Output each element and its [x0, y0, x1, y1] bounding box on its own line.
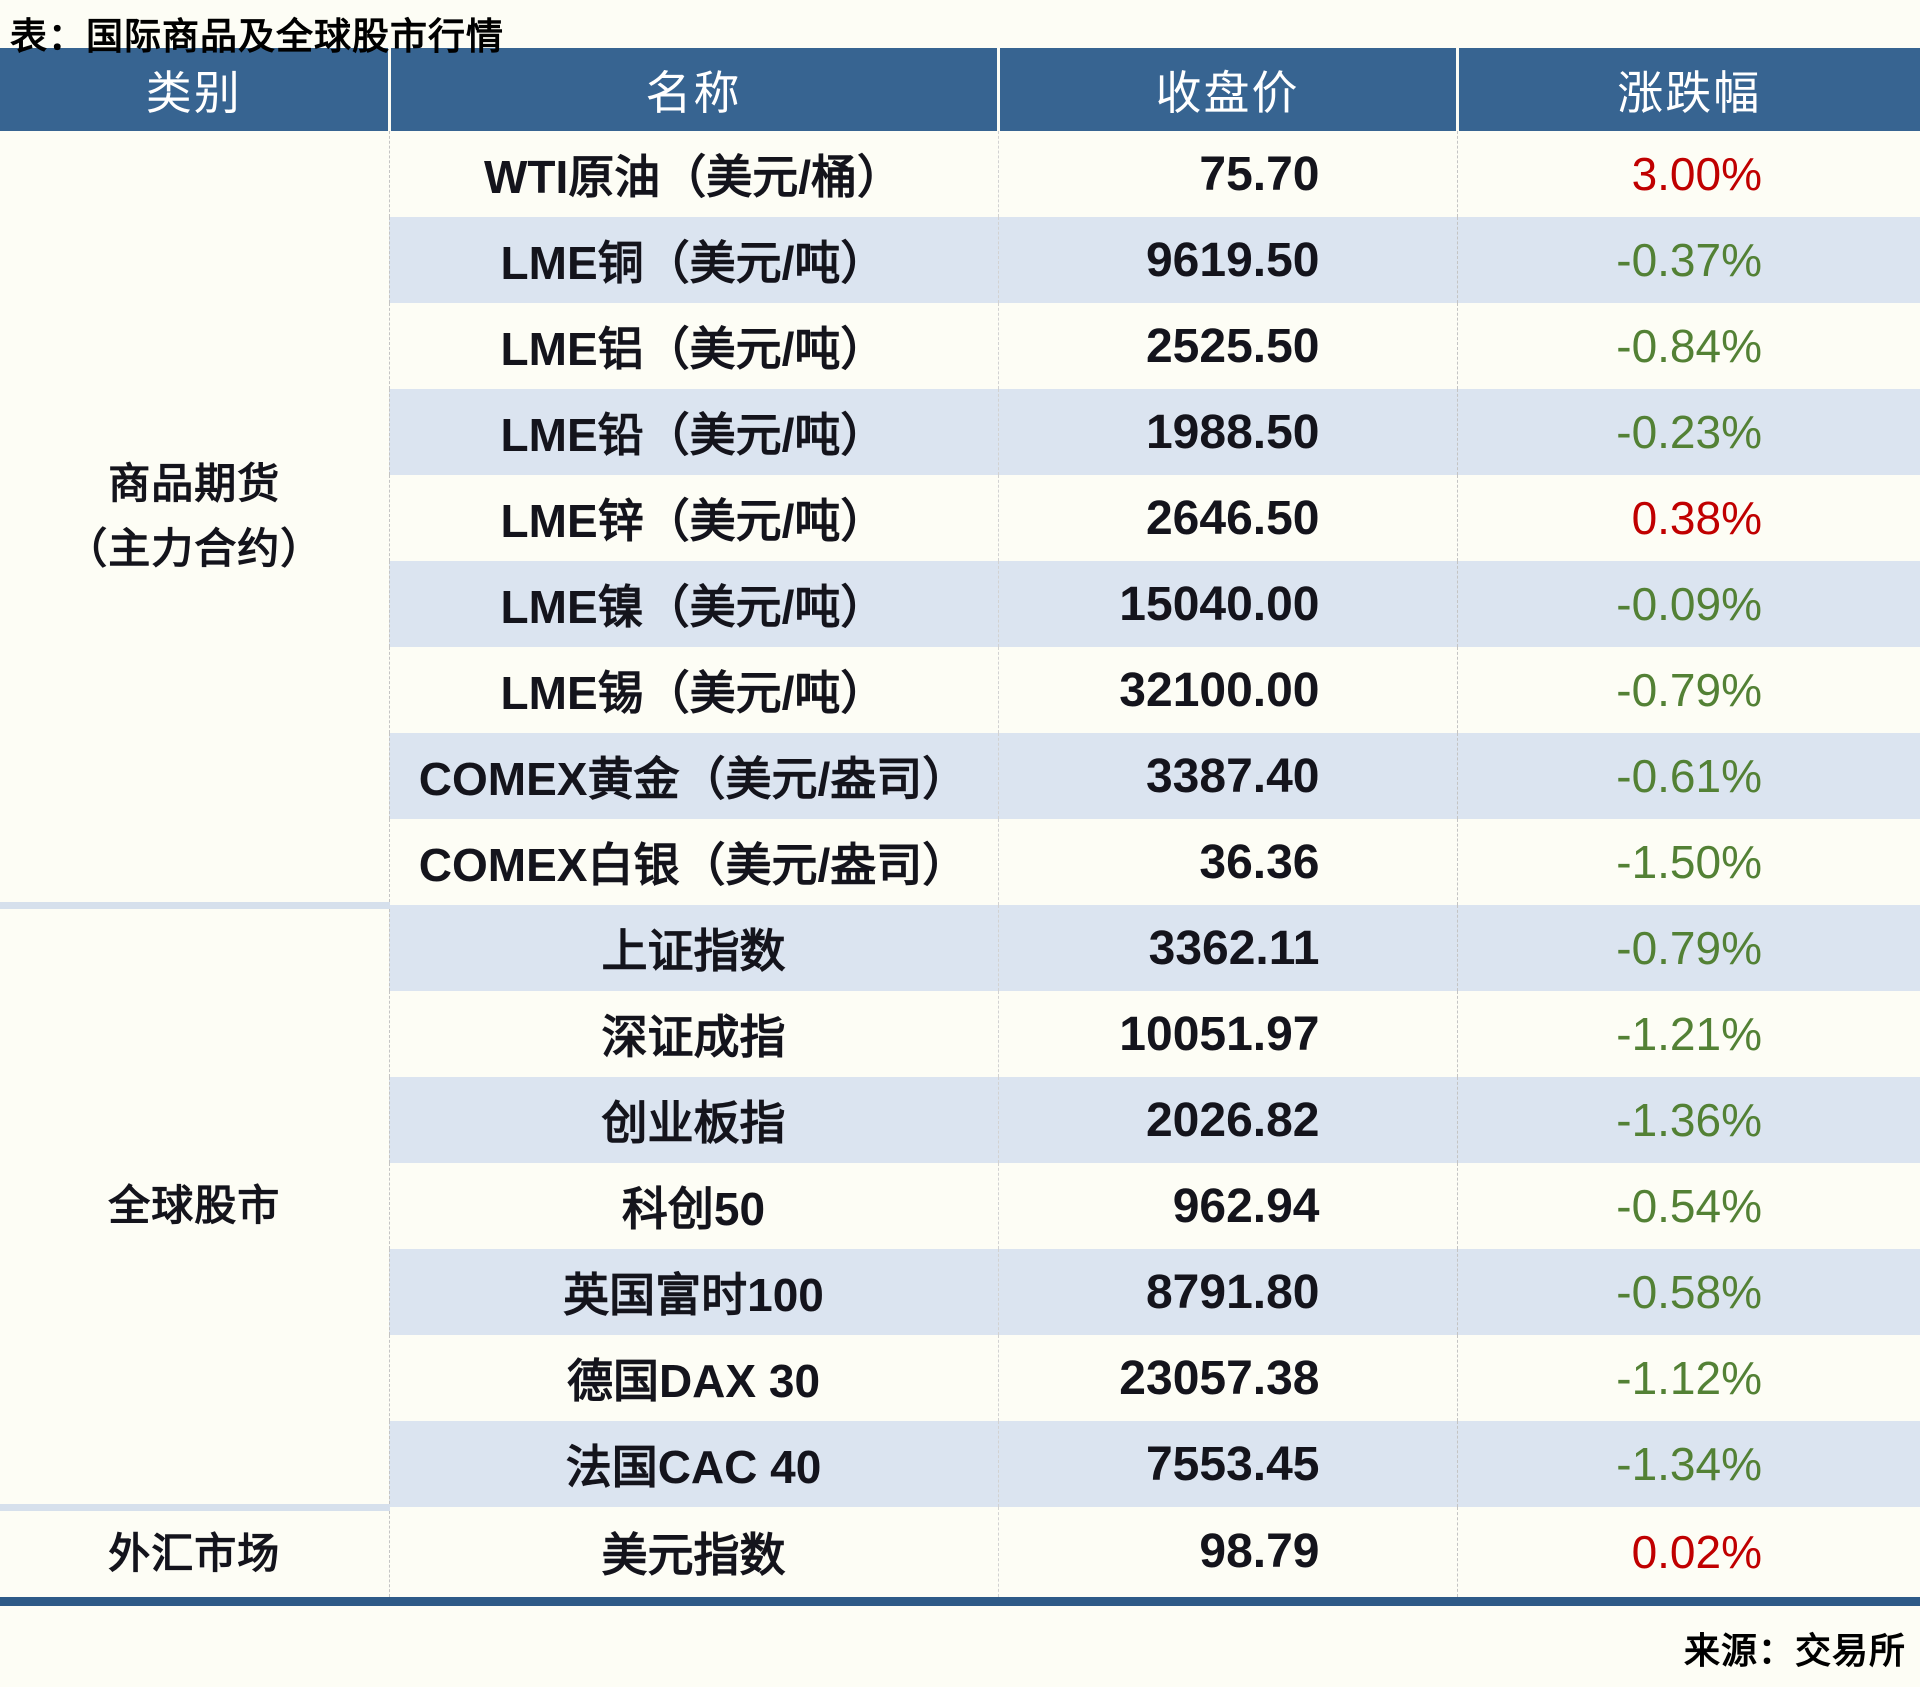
name-cell: 深证成指 — [388, 991, 998, 1077]
change-percent-cell: -0.79% — [1456, 647, 1920, 733]
change-percent-cell: -0.79% — [1456, 905, 1920, 991]
close-price-cell: 7553.45 — [997, 1421, 1457, 1507]
table-row: COMEX黄金（美元/盎司） 3387.40 -0.61% — [0, 733, 1920, 819]
table-bottom-rule — [0, 1596, 1920, 1606]
close-price-cell: 36.36 — [997, 819, 1457, 905]
table-row: COMEX白银（美元/盎司） 36.36 -1.50% — [0, 819, 1920, 905]
table-row: 深证成指 10051.97 -1.21% — [0, 991, 1920, 1077]
close-price-cell: 2026.82 — [997, 1077, 1457, 1163]
table-row: 全球股市 上证指数 3362.11 -0.79% — [0, 901, 1920, 1507]
name-cell: 法国CAC 40 — [388, 1421, 998, 1507]
close-price-cell: 962.94 — [997, 1163, 1457, 1249]
name-cell: LME铜（美元/吨） — [388, 217, 998, 303]
close-price-cell: 32100.00 — [997, 647, 1457, 733]
close-price-cell: 9619.50 — [997, 217, 1457, 303]
name-cell: LME锌（美元/吨） — [388, 475, 998, 561]
close-price-cell: 8791.80 — [997, 1249, 1457, 1335]
name-cell: 德国DAX 30 — [388, 1335, 998, 1421]
table-row: 科创50 962.94 -0.54% — [0, 1163, 1920, 1249]
change-percent-cell: -0.54% — [1456, 1163, 1920, 1249]
header-row: 类别 名称 收盘价 涨跌幅 — [0, 48, 1920, 131]
name-cell: 上证指数 — [388, 905, 998, 991]
change-percent-cell: -0.09% — [1456, 561, 1920, 647]
change-percent-cell: 0.38% — [1456, 475, 1920, 561]
change-percent-cell: -1.34% — [1456, 1421, 1920, 1507]
close-price-cell: 10051.97 — [997, 991, 1457, 1077]
source-label: 来源：交易所 — [1683, 1629, 1906, 1671]
category-cell: 全球股市 — [0, 901, 389, 1507]
category-cell: 商品期货 （主力合约） — [0, 131, 389, 905]
name-cell: COMEX白银（美元/盎司） — [388, 819, 998, 905]
name-cell: LME铝（美元/吨） — [388, 303, 998, 389]
name-cell: LME锡（美元/吨） — [388, 647, 998, 733]
table-row: 德国DAX 30 23057.38 -1.12% — [0, 1335, 1920, 1421]
change-percent-cell: -0.58% — [1456, 1249, 1920, 1335]
table-row: LME铝（美元/吨） 2525.50 -0.84% — [0, 303, 1920, 389]
name-cell: 美元指数 — [388, 1507, 998, 1597]
close-price-cell: 1988.50 — [997, 389, 1457, 475]
table-row: 商品期货 （主力合约） WTI原油（美元/桶） 75.70 3.00% — [0, 131, 1920, 905]
change-percent-cell: -0.84% — [1456, 303, 1920, 389]
table-body: 商品期货 （主力合约） WTI原油（美元/桶） 75.70 3.00% LME铜（美元/… — [0, 131, 1920, 1597]
close-price-cell: 2646.50 — [997, 475, 1457, 561]
table-row: LME铜（美元/吨） 9619.50 -0.37% — [0, 217, 1920, 303]
close-price-cell: 3387.40 — [997, 733, 1457, 819]
change-percent-cell: -0.37% — [1456, 217, 1920, 303]
change-percent-cell: -1.12% — [1456, 1335, 1920, 1421]
page-title: 表：国际商品及全球股市行情 — [10, 16, 504, 57]
change-percent-cell: 0.02% — [1456, 1507, 1920, 1597]
table-row: LME铅（美元/吨） 1988.50 -0.23% — [0, 389, 1920, 475]
name-cell: LME铅（美元/吨） — [388, 389, 998, 475]
change-percent-cell: -0.61% — [1456, 733, 1920, 819]
close-price-cell: 75.70 — [997, 131, 1457, 217]
header-close: 收盘价 — [996, 48, 1457, 131]
close-price-cell: 3362.11 — [997, 905, 1457, 991]
close-price-cell: 23057.38 — [997, 1335, 1457, 1421]
name-cell: 英国富时100 — [388, 1249, 998, 1335]
table-row: 创业板指 2026.82 -1.36% — [0, 1077, 1920, 1163]
header-change: 涨跌幅 — [1455, 48, 1920, 131]
table-row: 英国富时100 8791.80 -0.58% — [0, 1249, 1920, 1335]
name-cell: 创业板指 — [388, 1077, 998, 1163]
change-percent-cell: -1.50% — [1456, 819, 1920, 905]
name-cell: LME镍（美元/吨） — [388, 561, 998, 647]
close-price-cell: 15040.00 — [997, 561, 1457, 647]
change-percent-cell: -1.21% — [1456, 991, 1920, 1077]
change-percent-cell: -0.23% — [1456, 389, 1920, 475]
table-header: 类别 名称 收盘价 涨跌幅 — [0, 48, 1920, 131]
table-row: 外汇市场 美元指数 98.79 0.02% — [0, 1503, 1920, 1597]
header-category: 类别 — [0, 48, 389, 131]
table-row: 法国CAC 40 7553.45 -1.34% — [0, 1421, 1920, 1507]
header-name: 名称 — [387, 48, 998, 131]
change-percent-cell: -1.36% — [1456, 1077, 1920, 1163]
table-row: LME锌（美元/吨） 2646.50 0.38% — [0, 475, 1920, 561]
category-cell: 外汇市场 — [0, 1503, 389, 1597]
name-cell: 科创50 — [388, 1163, 998, 1249]
table-row: LME锡（美元/吨） 32100.00 -0.79% — [0, 647, 1920, 733]
table-row: LME镍（美元/吨） 15040.00 -0.09% — [0, 561, 1920, 647]
name-cell: WTI原油（美元/桶） — [388, 131, 998, 217]
close-price-cell: 2525.50 — [997, 303, 1457, 389]
change-percent-cell: 3.00% — [1456, 131, 1920, 217]
close-price-cell: 98.79 — [997, 1507, 1457, 1597]
quotes-table: 类别 名称 收盘价 涨跌幅 商品期货 （主力合约） WTI原油（美元/桶） 75.7… — [0, 48, 1920, 1597]
name-cell: COMEX黄金（美元/盎司） — [388, 733, 998, 819]
